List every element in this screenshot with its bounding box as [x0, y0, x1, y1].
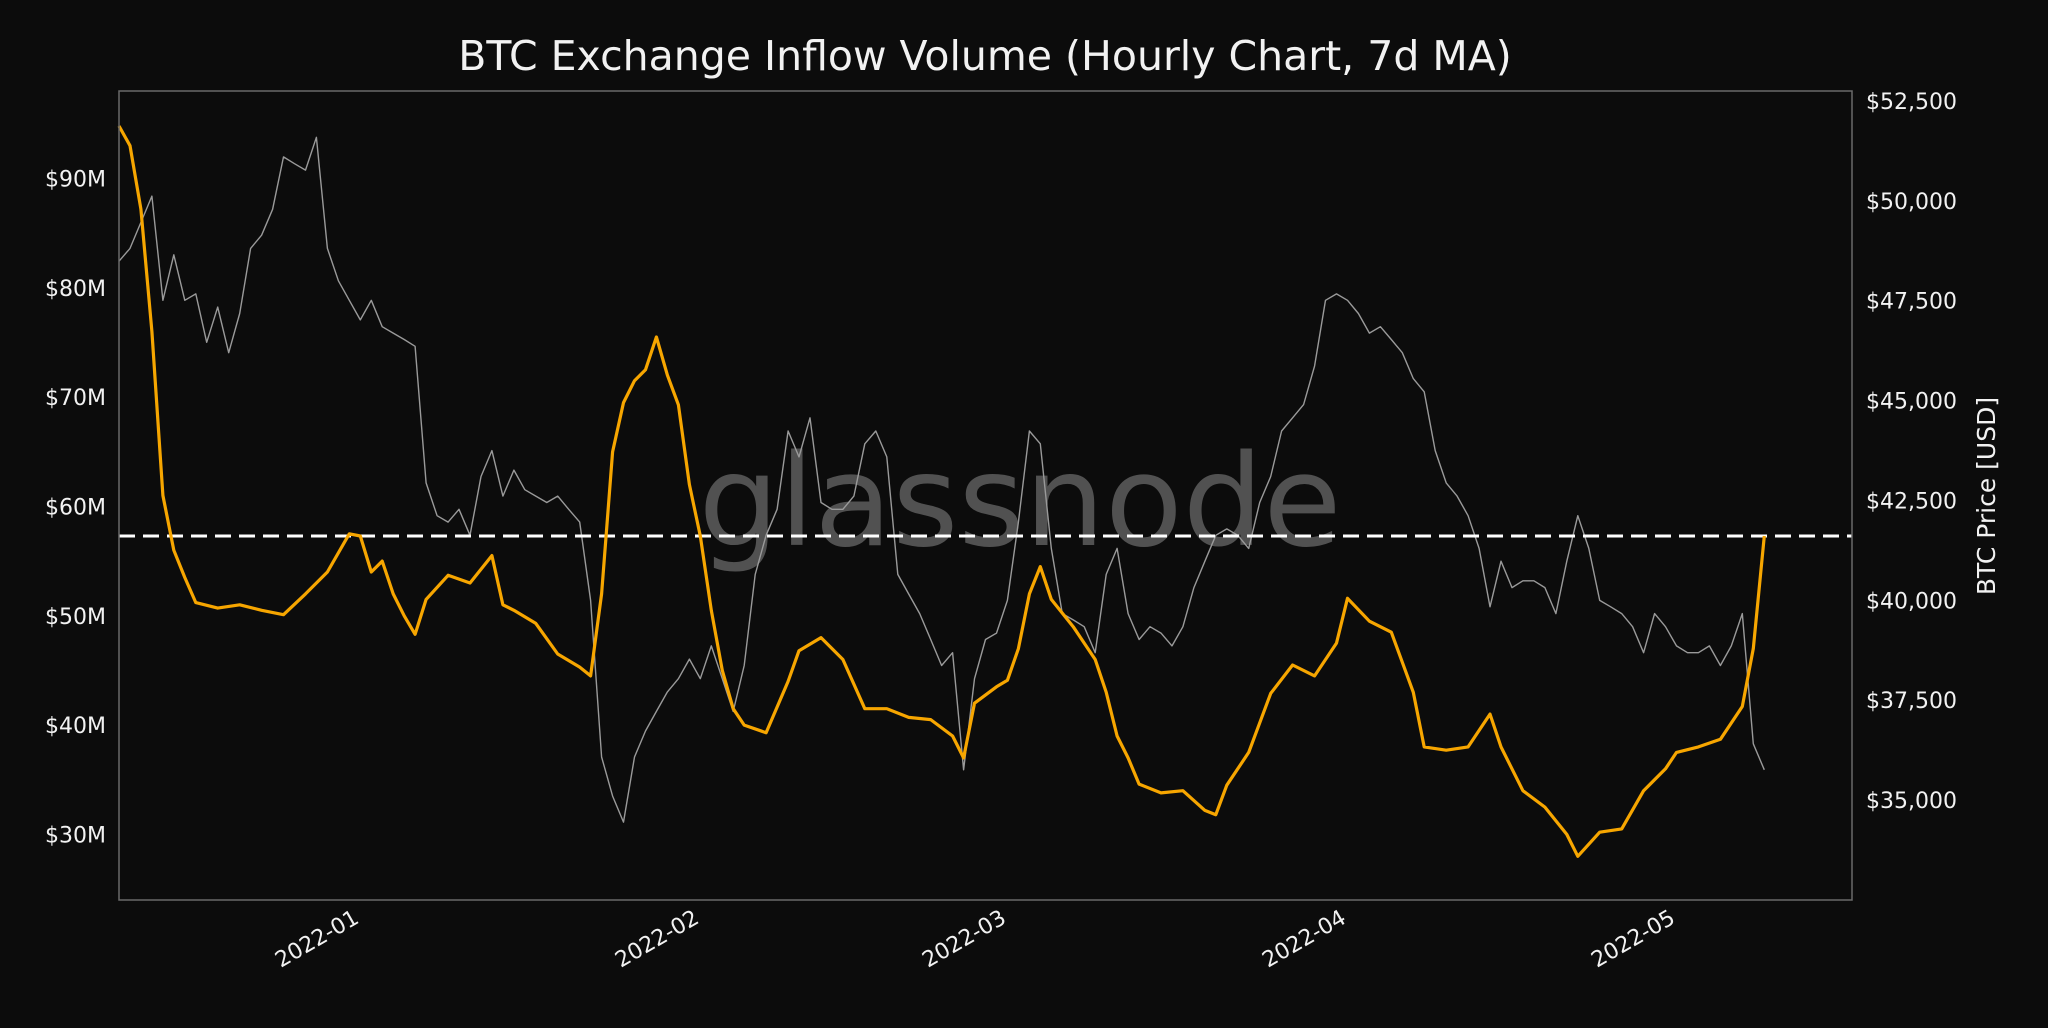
price-series [118, 136, 1765, 823]
plot-frame [118, 90, 1853, 901]
chart-title: BTC Exchange Inflow Volume (Hourly Chart… [458, 32, 1512, 80]
y-axis-right-label: BTC Price [USD] [1972, 397, 2001, 595]
btc-price-line [118, 136, 1765, 823]
y-axis-right: $35,000 $37,500 $40,000 $42,500 $45,000 $47,5… [1866, 90, 1957, 814]
y-right-tick-label: $37,500 [1866, 689, 1957, 714]
y-right-tick-label: $50,000 [1866, 190, 1957, 215]
y-left-tick-label: $70M [45, 386, 106, 411]
y-right-tick-label: $40,000 [1866, 589, 1957, 614]
y-right-tick-label: $42,500 [1866, 489, 1957, 514]
glassnode-watermark: glassnode [699, 427, 1342, 575]
y-right-tick-label: $47,500 [1866, 290, 1957, 315]
y-right-tick-label: $52,500 [1866, 90, 1957, 115]
y-right-tick-label: $35,000 [1866, 789, 1957, 814]
y-left-tick-label: $30M [45, 823, 106, 848]
y-axis-left: $30M $40M $50M $60M $70M $80M $90M [45, 167, 106, 848]
y-left-tick-label: $40M [45, 714, 106, 739]
y-left-tick-label: $60M [45, 495, 106, 520]
y-left-tick-label: $50M [45, 605, 106, 630]
y-left-tick-label: $80M [45, 277, 106, 302]
y-left-tick-label: $90M [45, 167, 106, 192]
inflow-volume-line [117, 125, 1766, 858]
inflow-series [117, 125, 1766, 858]
y-right-tick-label: $45,000 [1866, 390, 1957, 415]
